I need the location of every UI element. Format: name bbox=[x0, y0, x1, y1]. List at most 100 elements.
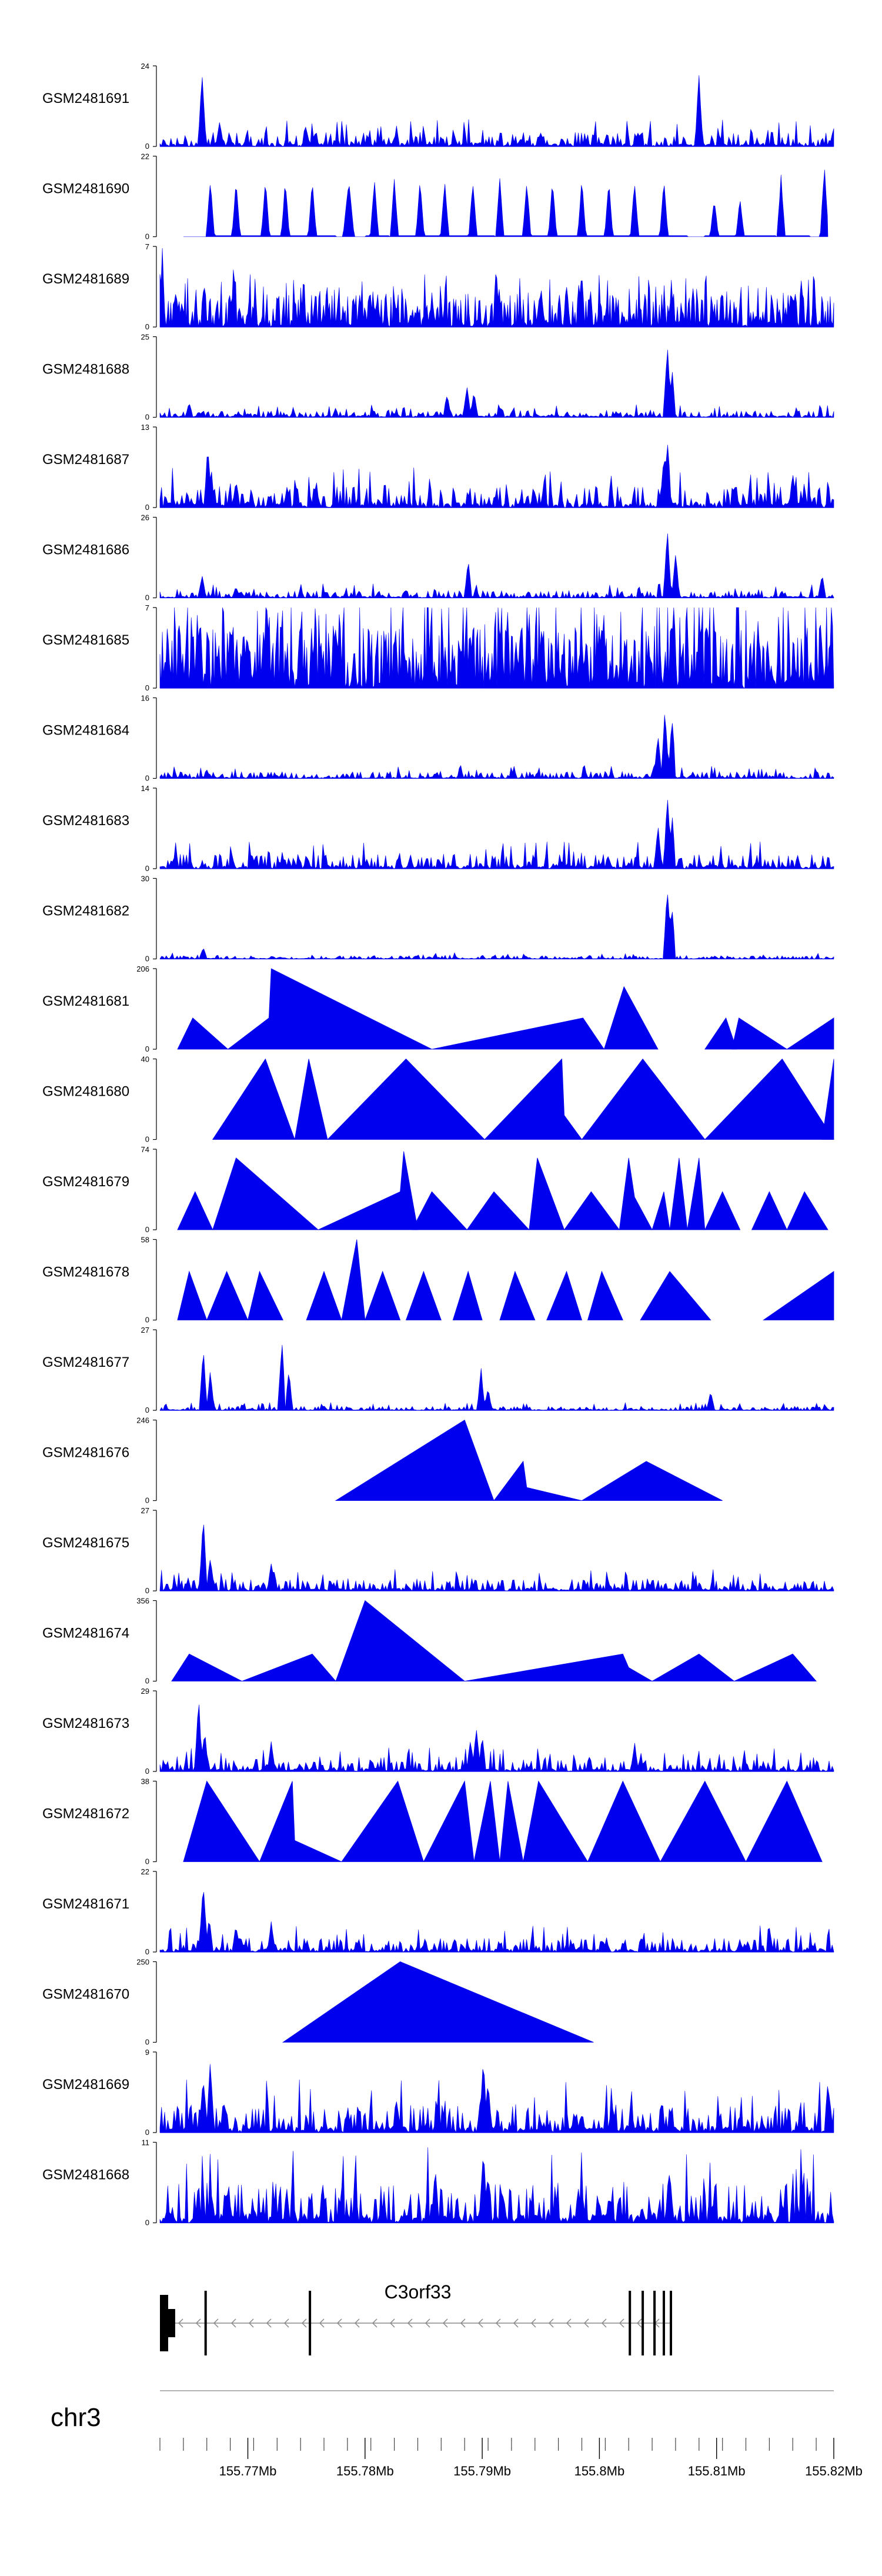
y-min-label: 0 bbox=[145, 683, 149, 692]
y-min-label: 0 bbox=[145, 1947, 149, 1956]
signal-peak bbox=[651, 1653, 735, 1681]
signal-peak bbox=[227, 968, 432, 1050]
signal-peak bbox=[341, 1239, 366, 1320]
track-label: GSM2481680 bbox=[42, 1084, 129, 1100]
signal-peak bbox=[704, 1058, 834, 1140]
track-label: GSM2481669 bbox=[42, 2077, 129, 2093]
y-max-label: 356 bbox=[136, 1597, 149, 1606]
strand-arrow bbox=[566, 2318, 572, 2328]
track-GSM2481683: GSM2481683 14 0 bbox=[42, 784, 834, 873]
y-min-label: 0 bbox=[145, 2218, 149, 2227]
y-min-label: 0 bbox=[145, 1406, 149, 1414]
y-min-label: 0 bbox=[145, 774, 149, 783]
y-max-label: 13 bbox=[141, 423, 149, 432]
axis-tick-label: 155.82Mb bbox=[805, 2464, 863, 2478]
track-GSM2481689: GSM2481689 7 0 bbox=[42, 242, 834, 331]
track-GSM2481690: GSM2481690 22 0 bbox=[42, 152, 828, 241]
axis-tick-label: 155.79Mb bbox=[453, 2464, 511, 2478]
strand-arrow bbox=[354, 2318, 360, 2328]
signal-area bbox=[159, 607, 834, 689]
exon bbox=[670, 2291, 672, 2355]
signal-peak bbox=[294, 1059, 328, 1140]
signal-peak bbox=[652, 1192, 670, 1230]
signal-peak bbox=[821, 1059, 834, 1140]
signal-peak bbox=[306, 1270, 342, 1320]
y-max-label: 24 bbox=[141, 62, 149, 71]
signal-peak bbox=[411, 1191, 468, 1230]
track-label: GSM2481690 bbox=[42, 181, 129, 197]
signal-peak bbox=[529, 1157, 565, 1230]
y-min-label: 0 bbox=[145, 1225, 149, 1234]
signal-peak bbox=[704, 1191, 741, 1230]
signal-peak bbox=[587, 1270, 623, 1320]
strand-arrow bbox=[636, 2318, 642, 2328]
signal-peak bbox=[452, 1270, 483, 1320]
signal-area bbox=[159, 799, 834, 869]
signal-peak bbox=[731, 1017, 788, 1050]
strand-arrow bbox=[530, 2318, 536, 2328]
signal-peak bbox=[763, 1271, 834, 1320]
track-GSM2481669: GSM2481669 9 0 bbox=[42, 2048, 834, 2137]
signal-tracks: GSM2481691240GSM2481690220GSM248168970GS… bbox=[42, 62, 834, 2227]
exon bbox=[160, 2295, 168, 2351]
y-min-label: 0 bbox=[145, 1135, 149, 1144]
strand-arrow bbox=[195, 2318, 201, 2328]
strand-arrow bbox=[372, 2318, 377, 2328]
track-label: GSM2481671 bbox=[42, 1896, 129, 1912]
axis-tick-label: 155.78Mb bbox=[336, 2464, 394, 2478]
y-max-label: 58 bbox=[141, 1236, 149, 1244]
signal-peak bbox=[704, 1017, 737, 1050]
axis-tick-label: 155.81Mb bbox=[688, 2464, 746, 2478]
exon bbox=[663, 2291, 665, 2355]
signal-area bbox=[159, 533, 834, 599]
track-label: GSM2481683 bbox=[42, 813, 129, 829]
signal-peak bbox=[640, 1271, 711, 1320]
signal-area bbox=[159, 75, 834, 148]
track-GSM2481687: GSM2481687 13 0 bbox=[42, 423, 834, 512]
track-label: GSM2481684 bbox=[42, 723, 129, 739]
strand-arrow bbox=[283, 2318, 289, 2328]
y-min-label: 0 bbox=[145, 232, 149, 241]
signal-peak bbox=[341, 1780, 424, 1862]
track-label: GSM2481691 bbox=[42, 91, 129, 106]
strand-arrow bbox=[230, 2318, 236, 2328]
signal-peak bbox=[523, 1780, 589, 1862]
signal-peak bbox=[473, 1781, 500, 1862]
track-GSM2481681: GSM2481681 206 0 bbox=[42, 965, 834, 1053]
track-label: GSM2481685 bbox=[42, 632, 129, 648]
exon bbox=[642, 2291, 644, 2355]
exon bbox=[204, 2291, 207, 2355]
track-GSM2481670: GSM2481670 250 0 bbox=[42, 1958, 594, 2047]
track-label: GSM2481686 bbox=[42, 542, 129, 558]
y-min-label: 0 bbox=[145, 142, 149, 151]
track-label: GSM2481678 bbox=[42, 1264, 129, 1280]
signal-peak bbox=[327, 1058, 486, 1140]
signal-peak bbox=[587, 1780, 661, 1862]
strand-arrow bbox=[601, 2318, 607, 2328]
strand-arrow bbox=[266, 2318, 272, 2328]
signal-peak bbox=[563, 1191, 620, 1230]
track-GSM2481672: GSM2481672 38 0 bbox=[42, 1777, 823, 1866]
strand-arrow bbox=[619, 2318, 624, 2328]
signal-peak bbox=[734, 1653, 817, 1681]
y-min-label: 0 bbox=[145, 503, 149, 512]
y-max-label: 27 bbox=[141, 1326, 149, 1334]
y-min-label: 0 bbox=[145, 2038, 149, 2047]
track-GSM2481678: GSM2481678 58 0 bbox=[42, 1236, 834, 1324]
y-min-label: 0 bbox=[145, 413, 149, 422]
strand-arrow bbox=[336, 2318, 342, 2328]
strand-arrow bbox=[477, 2318, 483, 2328]
y-max-label: 11 bbox=[142, 2138, 150, 2147]
track-GSM2481677: GSM2481677 27 0 bbox=[42, 1326, 834, 1414]
signal-peak bbox=[493, 1460, 582, 1501]
signal-peak bbox=[212, 1157, 319, 1230]
signal-peak bbox=[745, 1780, 823, 1862]
track-GSM2481680: GSM2481680 40 0 bbox=[42, 1055, 834, 1144]
signal-peak bbox=[183, 1780, 260, 1862]
signal-area bbox=[159, 2147, 834, 2224]
signal-peak bbox=[432, 1017, 605, 1050]
y-max-label: 206 bbox=[136, 965, 149, 973]
signal-peak bbox=[242, 1653, 336, 1681]
strand-arrow bbox=[442, 2318, 448, 2328]
